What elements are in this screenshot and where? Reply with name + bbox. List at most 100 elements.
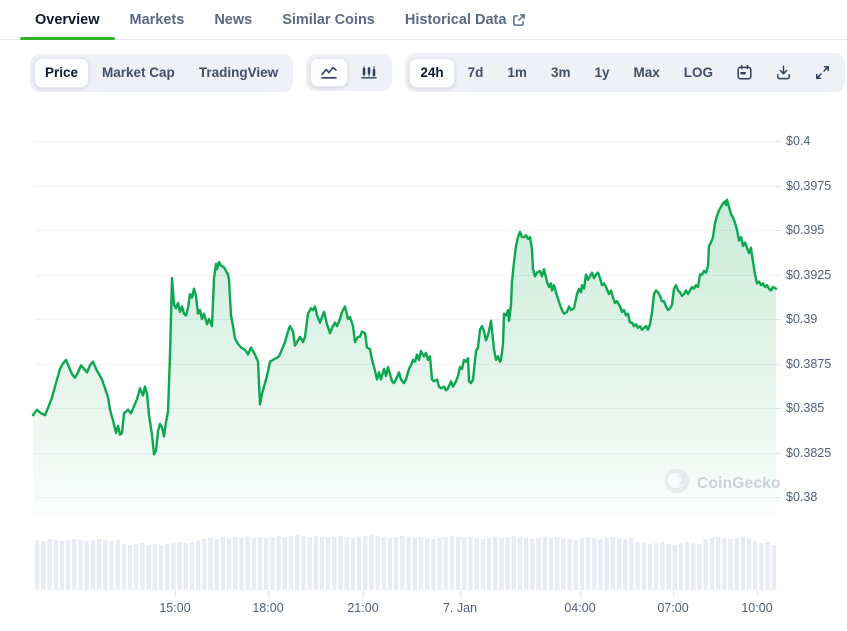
volume-bar	[585, 537, 591, 590]
range-1m-button[interactable]: 1m	[496, 58, 538, 88]
volume-bar	[47, 539, 52, 590]
volume-bar	[350, 538, 356, 590]
volume-bar	[72, 539, 77, 590]
volume-bar	[678, 543, 684, 590]
volume-bar	[257, 537, 263, 590]
volume-bar	[35, 540, 40, 590]
volume-bar	[406, 537, 411, 590]
volume-bar	[629, 538, 634, 590]
volume-bar	[548, 538, 554, 590]
volume-bar	[59, 541, 65, 590]
volume-bar	[183, 543, 188, 590]
volume-bar	[728, 539, 733, 590]
coingecko-logo-icon	[664, 468, 690, 499]
range-7d-button[interactable]: 7d	[457, 58, 495, 88]
volume-bar	[103, 540, 108, 590]
tab-news-label: News	[214, 11, 253, 28]
line-chart-icon	[320, 65, 338, 80]
volume-bar	[480, 539, 486, 590]
volume-bar	[697, 544, 702, 590]
volume-bar	[239, 538, 244, 590]
volume-bar	[418, 537, 424, 590]
volume-bar	[394, 537, 399, 590]
volume-bar	[78, 540, 83, 590]
range-1y-button[interactable]: 1y	[583, 58, 620, 88]
volume-bar	[561, 538, 566, 590]
volume-bar	[542, 537, 547, 590]
tab-historical-data-label: Historical Data	[404, 11, 507, 28]
line-chart-button[interactable]	[310, 58, 349, 87]
volume-bar	[288, 536, 294, 590]
volume-bar	[499, 538, 504, 590]
volume-bar	[765, 542, 770, 590]
volume-bar	[270, 537, 275, 590]
volume-bar	[338, 536, 343, 590]
volume-bar	[666, 544, 671, 590]
page-tabs: Overview Markets News Similar Coins Hist…	[0, 0, 847, 40]
volume-bar	[703, 539, 708, 590]
volume-bar	[313, 536, 318, 590]
volume-bar	[189, 542, 195, 590]
expand-button[interactable]	[804, 57, 841, 88]
volume-bar	[598, 539, 603, 590]
tab-similar-coins[interactable]: Similar Coins	[267, 0, 390, 39]
volume-bar	[276, 536, 281, 590]
log-scale-button[interactable]: LOG	[673, 58, 724, 88]
volume-bar	[753, 541, 758, 590]
volume-bar	[443, 537, 448, 590]
volume-bar	[319, 537, 325, 590]
volume-bar	[307, 537, 312, 590]
volume-bar	[455, 537, 461, 590]
volume-bar	[53, 540, 58, 590]
tradingview-tab[interactable]: TradingView	[188, 58, 289, 88]
volume-bar	[654, 543, 659, 590]
volume-bar	[437, 538, 442, 590]
volume-bar	[641, 543, 646, 590]
volume-bar	[660, 542, 665, 590]
tab-markets-label: Markets	[129, 11, 185, 28]
price-line	[31, 198, 778, 456]
download-button[interactable]	[765, 57, 802, 88]
volume-bar	[344, 537, 349, 590]
price-tab[interactable]: Price	[34, 57, 90, 88]
volume-bar	[511, 536, 516, 590]
volume-bar	[195, 541, 201, 590]
volume-bar	[325, 538, 331, 590]
calendar-button[interactable]	[726, 57, 763, 88]
volume-bar	[530, 539, 535, 590]
market-cap-tab[interactable]: Market Cap	[91, 58, 186, 88]
volume-bar	[623, 539, 628, 590]
range-max-button[interactable]: Max	[622, 58, 670, 88]
volume-bar	[332, 537, 337, 590]
volume-bar	[369, 535, 374, 590]
volume-bar	[493, 537, 498, 590]
volume-bar	[152, 544, 157, 590]
chart-type-toggle-group	[306, 54, 393, 91]
volume-bar	[431, 539, 436, 590]
coingecko-watermark-label: CoinGecko	[697, 474, 781, 492]
candlestick-chart-button[interactable]	[350, 58, 388, 87]
volume-bar	[208, 538, 213, 590]
volume-bar	[722, 538, 727, 590]
volume-bar	[604, 538, 609, 590]
volume-bar	[412, 538, 417, 590]
tab-overview[interactable]: Overview	[20, 0, 115, 40]
external-link-icon	[512, 13, 526, 27]
volume-bar	[505, 537, 510, 590]
volume-bar	[579, 538, 585, 590]
volume-bar	[715, 537, 721, 590]
range-3m-button[interactable]: 3m	[540, 58, 582, 88]
calendar-icon	[736, 64, 753, 81]
volume-bar	[264, 538, 269, 590]
tab-markets[interactable]: Markets	[115, 0, 200, 39]
volume-bar	[462, 538, 467, 590]
tab-historical-data[interactable]: Historical Data	[390, 0, 542, 39]
volume-bar	[96, 539, 102, 590]
volume-bar	[301, 536, 306, 590]
tab-news[interactable]: News	[199, 0, 267, 39]
volume-bar	[647, 544, 653, 590]
range-24h-button[interactable]: 24h	[409, 57, 455, 88]
volume-bar	[171, 543, 176, 590]
